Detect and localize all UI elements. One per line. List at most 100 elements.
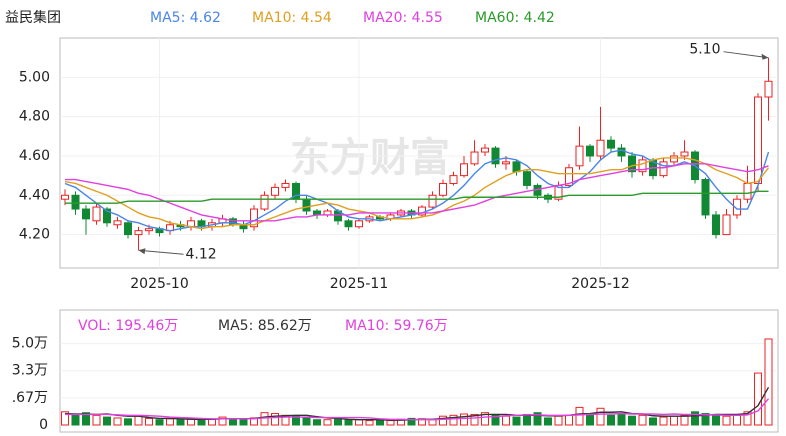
arrow-head	[138, 248, 146, 255]
ma-line	[65, 163, 769, 222]
volume-bar	[649, 417, 657, 426]
candle-body	[103, 208, 111, 224]
candle-body	[743, 182, 752, 200]
volume-bar	[617, 413, 626, 426]
volume-bar	[565, 414, 573, 426]
volume-bar	[743, 411, 752, 426]
candle-body	[470, 151, 479, 165]
volume-bar	[607, 414, 615, 426]
volume-bar	[481, 412, 489, 426]
ma-line	[65, 190, 769, 204]
candle-body	[449, 175, 458, 184]
volume-bar	[271, 413, 279, 426]
candle-body	[596, 139, 605, 157]
volume-bar	[176, 419, 185, 426]
volume-bar	[586, 413, 594, 426]
candle-body	[124, 222, 132, 236]
x-tick-label: 2025-12	[571, 276, 630, 292]
candle-body	[439, 182, 447, 196]
volume-bar	[218, 416, 227, 426]
volume-bar	[428, 419, 437, 426]
candle-body	[491, 147, 500, 165]
volume-bar	[113, 417, 122, 426]
volume-bar	[355, 419, 363, 426]
volume-bar	[575, 406, 584, 426]
candle-body	[638, 159, 647, 173]
candle-body	[61, 194, 69, 200]
volume-bar	[292, 415, 300, 426]
volume-bar	[61, 411, 69, 426]
candle-body	[260, 194, 269, 210]
candle-body	[145, 228, 153, 232]
candle-body	[428, 194, 437, 208]
volume-bar	[691, 411, 699, 426]
candle-body	[701, 179, 710, 216]
candle-body	[722, 214, 731, 236]
volume-bar	[460, 413, 468, 426]
candle-body	[659, 161, 668, 177]
volume-bar	[596, 407, 605, 426]
y-tick-label: 0	[39, 417, 48, 433]
volume-bar	[386, 420, 395, 426]
volume-ma-line	[65, 398, 770, 421]
volume-bar	[754, 372, 762, 426]
candle-body	[355, 220, 363, 228]
candle-body	[502, 161, 510, 165]
volume-bar	[197, 419, 206, 426]
volume-bar	[638, 414, 647, 426]
legend-entry: MA5: 4.62	[150, 10, 221, 26]
volume-bar	[134, 415, 143, 426]
y-tick-label: .67万	[12, 390, 48, 406]
watermark: 东方财富	[290, 135, 450, 181]
annotation-label: 5.10	[689, 42, 720, 58]
candle-body	[575, 145, 584, 167]
volume-bar	[544, 417, 552, 426]
price-panel	[59, 37, 779, 269]
legend-entry: MA5: 85.62万	[218, 318, 312, 334]
ma-line	[64, 157, 770, 230]
volume-bar	[733, 414, 741, 426]
volume-bar	[701, 413, 710, 426]
volume-bar	[470, 413, 479, 426]
legend-entry: MA10: 4.54	[252, 10, 332, 26]
candle-body	[82, 208, 90, 220]
x-tick-label: 2025-10	[130, 276, 189, 292]
candle-body	[512, 161, 521, 173]
candle-body	[565, 167, 573, 186]
y-tick-label: 5.00	[19, 69, 50, 85]
volume-bar	[512, 416, 521, 426]
annotation-arrow	[138, 249, 184, 255]
volume-bar	[680, 414, 689, 426]
candle-body	[302, 198, 311, 212]
volume-bar	[523, 413, 531, 426]
volume-bar	[166, 418, 174, 426]
candle-body	[617, 147, 626, 157]
candle-body	[250, 208, 258, 228]
y-tick-label: 3.3万	[12, 363, 48, 379]
volume-bar	[407, 417, 416, 426]
x-tick-label: 2025-11	[330, 276, 389, 292]
candle-body	[92, 206, 101, 222]
volume-bar	[764, 338, 773, 426]
legend-entry: MA20: 4.55	[363, 10, 443, 26]
volume-bar	[365, 420, 374, 426]
candle-body	[481, 147, 489, 153]
candle-body	[607, 139, 615, 149]
volume-bar	[145, 417, 153, 426]
volume-bar	[313, 419, 321, 426]
volume-bar	[449, 414, 458, 426]
arrow-head	[761, 53, 769, 60]
y-tick-label: 4.60	[19, 148, 50, 164]
volume-bar	[334, 418, 342, 426]
volume-bar	[82, 412, 90, 426]
legend-entry: MA60: 4.42	[475, 10, 555, 26]
volume-bar	[712, 413, 720, 426]
volume-bar	[239, 419, 248, 426]
candle-body	[523, 171, 531, 186]
volume-bar	[323, 419, 332, 426]
chart-title: 益民集团	[5, 9, 61, 26]
volume-bar	[491, 414, 500, 426]
annotation-label: 4.12	[186, 246, 217, 262]
annotation-arrow	[723, 51, 769, 59]
